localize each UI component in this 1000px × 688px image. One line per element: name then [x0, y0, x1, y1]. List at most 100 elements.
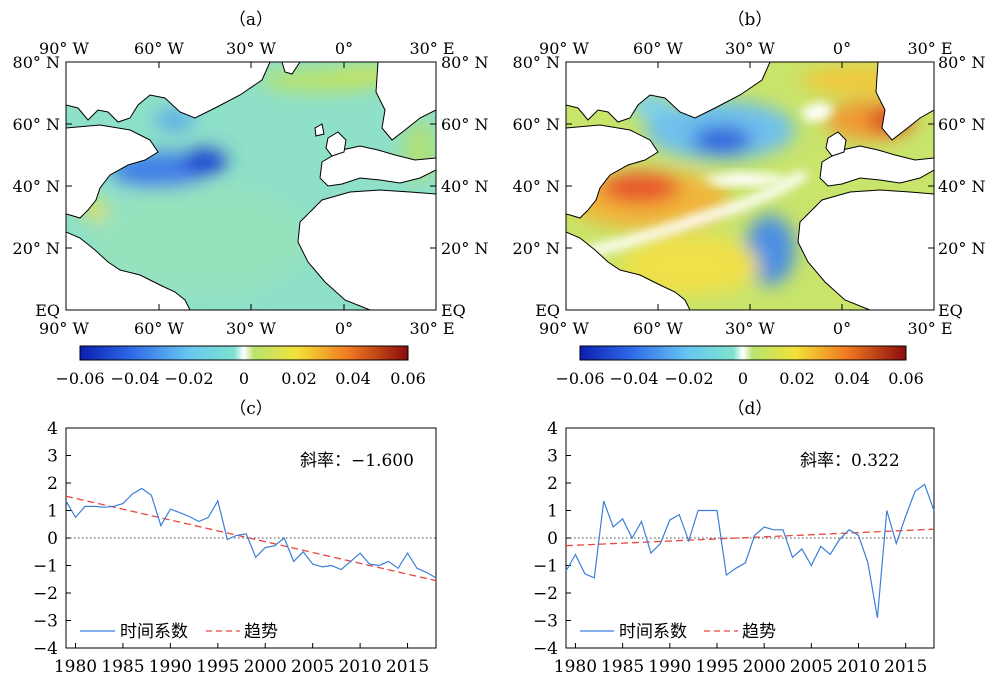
plot-c-ytick-label: −1	[33, 557, 58, 577]
colorbar-a-tick-2: −0.04	[110, 369, 159, 388]
plot-d-ytick-label: −2	[533, 584, 558, 604]
map-b-xtick-bot-3: 30° W	[725, 319, 775, 338]
colorbar-b-tick-5: 0.02	[779, 369, 815, 388]
plot-c-xtick-label: 1995	[196, 657, 239, 677]
panel-c-label: （c）	[229, 399, 273, 419]
map-a-ytick-right-5: EQ	[441, 301, 466, 320]
plot-c-xtick-label: 2010	[338, 657, 381, 677]
map-a-ytick-left-5: EQ	[35, 301, 60, 320]
map-b-xtick-top-4: 0°	[833, 39, 851, 58]
colorbar-a-tick-4: 0	[239, 369, 249, 388]
map-b-ticks	[565, 62, 935, 310]
map-a-ytick-right-2: 60° N	[441, 115, 488, 134]
plot-d-legend-trend-label: 趋势	[742, 622, 776, 642]
plot-d-ytick-label: 0	[547, 529, 558, 549]
map-b-xtick-bot-2: 60° W	[633, 319, 683, 338]
map-a-ytick-left-1: 80° N	[13, 53, 60, 72]
map-a-xtick-top-3: 30° W	[226, 39, 276, 58]
plot-d-legend: 时间系数 趋势	[580, 622, 776, 642]
map-b-xtick-bot-5: 30° E	[907, 319, 952, 338]
plot-c-ytick-label: −2	[33, 584, 58, 604]
plot-c-ytick-label: 3	[47, 447, 58, 467]
map-b-xtick-top-2: 60° W	[633, 39, 683, 58]
plot-d-ytick-label: 2	[547, 474, 558, 494]
plot-c-ytick-label: 0	[47, 529, 58, 549]
panel-d-label: （d）	[728, 399, 773, 419]
map-a-ytick-right-3: 40° N	[441, 177, 488, 196]
map-b-xtick-top-3: 30° W	[725, 39, 775, 58]
plot-d-xtick-label: 1985	[601, 657, 644, 677]
colorbar-b-tick-3: −0.02	[664, 369, 713, 388]
map-b-xtick-bot-1: 90° W	[539, 319, 589, 338]
map-a-ticks	[65, 62, 437, 310]
map-b-ytick-right-5: EQ	[938, 301, 963, 320]
plot-c-xtick-label: 2000	[244, 657, 287, 677]
map-b-ytick-right-2: 60° N	[938, 115, 985, 134]
map-b-ytick-right-1: 80° N	[938, 53, 985, 72]
map-a-xtick-top-1: 90° W	[39, 39, 89, 58]
map-a-tick-labels: 90° W 60° W 30° W 0° 30° E 90° W 60° W 3…	[13, 39, 489, 338]
map-a-ytick-left-3: 40° N	[13, 177, 60, 196]
map-b-ytick-left-2: 60° N	[513, 115, 560, 134]
plot-d-ytick-label: 1	[547, 502, 558, 522]
plot-c-ytick-label: 2	[47, 474, 58, 494]
plot-d-legend-series-label: 时间系数	[619, 622, 687, 642]
map-b-xtick-top-1: 90° W	[539, 39, 589, 58]
plot-c-xtick-label: 2005	[291, 657, 334, 677]
colorbar-a-tick-7: 0.06	[390, 369, 426, 388]
map-b-ytick-left-5: EQ	[535, 301, 560, 320]
plot-d-slope-annotation: 斜率：0.322	[800, 451, 900, 471]
map-a-xtick-top-5: 30° E	[409, 39, 454, 58]
plot-c-legend-series-label: 时间系数	[120, 622, 188, 642]
plot-c-ytick-label: −3	[33, 612, 58, 632]
colorbar-b-tick-1: −0.06	[555, 369, 604, 388]
plot-c-legend: 时间系数 趋势	[80, 622, 278, 642]
plot-c-xtick-label: 1990	[149, 657, 192, 677]
map-b-ytick-right-4: 20° N	[938, 239, 985, 258]
map-b-ytick-left-3: 40° N	[513, 177, 560, 196]
map-a-xtick-bot-2: 60° W	[134, 319, 184, 338]
colorbar-b-tick-4: 0	[738, 369, 748, 388]
colorbar-a: −0.06 −0.04 −0.02 0 0.02 0.04 0.06	[55, 345, 426, 388]
plot-d-xtick-label: 1980	[554, 657, 597, 677]
plot-d-xtick-label: 2005	[790, 657, 833, 677]
plot-c-xtick-label: 2015	[386, 657, 429, 677]
colorbar-b: −0.06 −0.04 −0.02 0 0.02 0.04 0.06	[555, 345, 924, 388]
colorbar-a-tick-6: 0.04	[335, 369, 371, 388]
map-a-xtick-bot-3: 30° W	[226, 319, 276, 338]
map-a-field	[66, 62, 436, 310]
plot-d-xtick-label: 2010	[837, 657, 880, 677]
plot-c-ytick-label: −4	[33, 639, 58, 659]
plot-d-xtick-label: 2015	[884, 657, 927, 677]
plot-c-series-line	[65, 487, 437, 579]
map-a-xtick-bot-1: 90° W	[39, 319, 89, 338]
plot-c-slope-annotation: 斜率：−1.600	[300, 451, 414, 471]
plot-c-xtick-label: 1980	[54, 657, 97, 677]
map-a-xtick-bot-4: 0°	[335, 319, 353, 338]
plot-d-xtick-label: 1990	[648, 657, 691, 677]
panel-b-label: （b）	[728, 10, 773, 30]
colorbar-b-tick-6: 0.04	[834, 369, 870, 388]
map-a-ytick-right-1: 80° N	[441, 53, 488, 72]
map-a-ytick-left-2: 60° N	[13, 115, 60, 134]
colorbar-a-tick-1: −0.06	[55, 369, 104, 388]
map-a-ytick-right-4: 20° N	[441, 239, 488, 258]
map-a-xtick-top-4: 0°	[335, 39, 353, 58]
panel-a-label: （a）	[229, 10, 273, 30]
plot-c-ytick-label: 1	[47, 502, 58, 522]
plot-c-xtick-label: 1985	[101, 657, 144, 677]
map-a-ytick-left-4: 20° N	[13, 239, 60, 258]
map-panel-b: （b）	[513, 10, 986, 388]
plot-c-legend-trend-label: 趋势	[244, 622, 278, 642]
map-a-xtick-bot-5: 30° E	[409, 319, 454, 338]
plot-d-ytick-label: 4	[547, 419, 558, 439]
map-b-field	[566, 62, 934, 310]
plot-d-xtick-label: 1995	[695, 657, 738, 677]
map-b-ytick-right-3: 40° N	[938, 177, 985, 196]
map-b-xtick-bot-4: 0°	[833, 319, 851, 338]
